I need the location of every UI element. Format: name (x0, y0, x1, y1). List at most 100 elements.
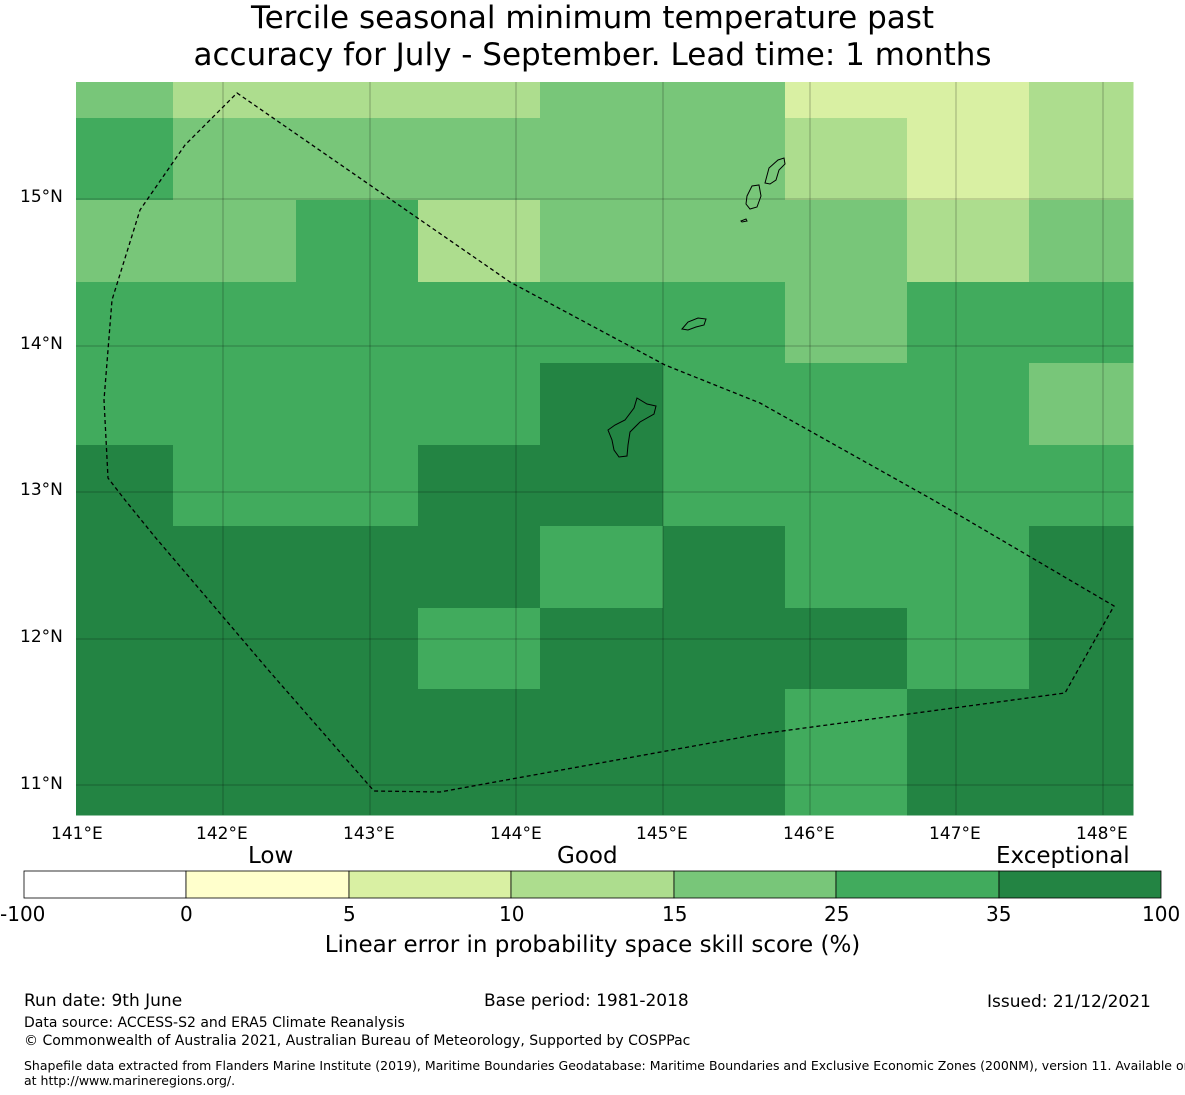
shapefile-credit-line-2: at http://www.marineregions.org/. (24, 1073, 236, 1088)
colorbar-tick-5: 5 (343, 902, 356, 926)
grid-cell (173, 526, 297, 609)
grid-cell (785, 445, 908, 527)
grid-cell (296, 363, 419, 446)
grid-cell (540, 118, 664, 201)
grid-cell (296, 689, 419, 772)
grid-cell (1029, 526, 1134, 609)
grid-cell (785, 118, 908, 201)
lon-label-142e: 142°E (196, 824, 248, 844)
grid-cell (785, 363, 908, 446)
grid-cell (663, 82, 786, 119)
grid-cell (296, 282, 419, 364)
grid-cell (76, 771, 174, 816)
issued-date: Issued: 21/12/2021 (987, 992, 1151, 1012)
grid-cell (418, 689, 541, 772)
grid-cell (173, 689, 297, 772)
grid-cell (785, 200, 908, 283)
grid-cell (296, 771, 419, 816)
grid-cell (418, 526, 541, 609)
grid-cell (785, 82, 908, 119)
aguijan-island-outline (740, 218, 748, 223)
title-line-1: Tercile seasonal minimum temperature pas… (250, 0, 935, 36)
colorbar-tick-15: 15 (662, 902, 688, 926)
grid-cell (418, 771, 541, 816)
grid-cell (785, 526, 908, 609)
grid-cell (663, 200, 786, 283)
chart-title: Tercile seasonal minimum temperature pas… (0, 0, 1185, 74)
grid-cell (907, 445, 1030, 527)
grid-cell (76, 689, 174, 772)
grid-cell (76, 526, 174, 609)
eez-boundary (103, 92, 1115, 793)
saipan-island-outline (764, 157, 786, 185)
grid-cell (76, 445, 174, 527)
colorbar-tick-minus100: -100 (0, 902, 46, 926)
grid-cell (418, 445, 541, 527)
grid-cell (540, 82, 664, 119)
lat-label-11n: 11°N (20, 774, 63, 794)
colorbar-tick-25: 25 (824, 902, 850, 926)
grid-cell (418, 82, 541, 119)
grid-cell (76, 608, 174, 690)
grid-cell (540, 200, 664, 283)
grid-cell (173, 445, 297, 527)
lon-label-141e: 141°E (51, 824, 103, 844)
lon-label-146e: 146°E (783, 824, 835, 844)
lat-label-12n: 12°N (20, 627, 63, 647)
grid-cell (663, 282, 786, 364)
grid-cell (663, 363, 786, 446)
colorbar-tick-10: 10 (499, 902, 525, 926)
graticule (76, 82, 1133, 815)
lon-label-147e: 147°E (929, 824, 981, 844)
lon-label-148e: 148°E (1076, 824, 1128, 844)
grid-cell (418, 608, 541, 690)
grid-cell (296, 608, 419, 690)
grid-cell (663, 771, 786, 816)
grid-cell (663, 445, 786, 527)
colorbar-tick-0: 0 (180, 902, 193, 926)
lon-label-145e: 145°E (636, 824, 688, 844)
grid-cell (663, 526, 786, 609)
grid-cell (296, 200, 419, 283)
colorbar-segment (673, 870, 837, 899)
grid-cell (540, 771, 664, 816)
grid-cell (296, 526, 419, 609)
guam-island-outline (607, 397, 657, 458)
colorbar-segment (510, 870, 675, 899)
copyright: © Commonwealth of Australia 2021, Austra… (24, 1033, 691, 1049)
grid-cell (1029, 445, 1134, 527)
colorbar-segment (835, 870, 1000, 899)
grid-cell (418, 118, 541, 201)
grid-cell (1029, 118, 1134, 201)
colorbar-tick-35: 35 (986, 902, 1012, 926)
category-label-exceptional: Exceptional (996, 843, 1130, 869)
grid-cell (907, 526, 1030, 609)
category-label-good: Good (557, 843, 618, 869)
base-period: Base period: 1981-2018 (484, 991, 689, 1011)
grid-cell (173, 608, 297, 690)
grid-cell (1029, 82, 1134, 119)
grid-cell (1029, 608, 1134, 690)
data-source: Data source: ACCESS-S2 and ERA5 Climate … (24, 1015, 405, 1031)
grid-cell (173, 282, 297, 364)
grid-cell (418, 200, 541, 283)
grid-cell (1029, 363, 1134, 446)
grid-cell (663, 689, 786, 772)
lat-label-14n: 14°N (20, 334, 63, 354)
lat-label-13n: 13°N (20, 480, 63, 500)
colorbar (23, 870, 1162, 899)
lon-label-144e: 144°E (490, 824, 542, 844)
grid-cell (907, 200, 1030, 283)
colorbar-segment (23, 870, 187, 899)
grid-cell (1029, 689, 1134, 772)
colorbar-tick-100: 100 (1142, 902, 1181, 926)
grid-cell (785, 689, 908, 772)
grid-cell (907, 608, 1030, 690)
grid-cell (663, 118, 786, 201)
grid-cell (785, 282, 908, 364)
skill-grid (76, 82, 1134, 816)
colorbar-title: Linear error in probability space skill … (324, 932, 861, 958)
grid-cell (785, 771, 908, 816)
grid-cell (296, 118, 419, 201)
